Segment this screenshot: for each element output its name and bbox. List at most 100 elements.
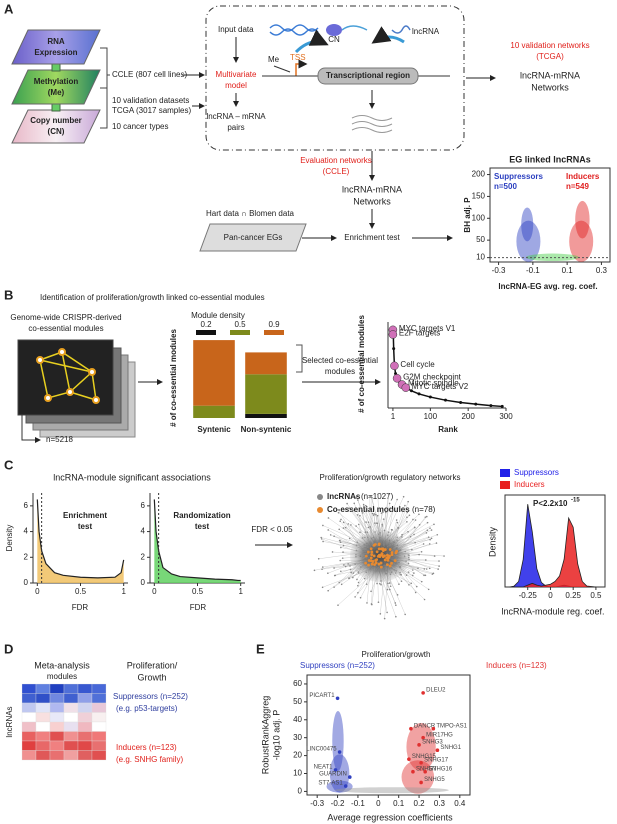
panel-label: D xyxy=(4,641,13,656)
point-cloud xyxy=(334,787,449,794)
network-node xyxy=(371,512,374,515)
point-label: LINC00475 xyxy=(306,747,337,753)
network-node xyxy=(411,574,414,577)
network-node xyxy=(348,507,350,510)
point-cloud xyxy=(401,760,435,794)
model-text: Input data xyxy=(218,25,254,34)
network-node xyxy=(406,521,408,523)
evaluation-text: Evaluation networks xyxy=(300,156,372,165)
source-text: 10 validation datasets xyxy=(112,96,189,105)
network-node xyxy=(428,567,431,570)
density-area xyxy=(509,504,596,588)
transcripts xyxy=(351,115,393,133)
point-cloud xyxy=(569,220,594,262)
network-node xyxy=(385,556,389,560)
heatmap-cell xyxy=(35,683,51,694)
network-node xyxy=(426,529,429,532)
network-node xyxy=(333,567,335,569)
network-node xyxy=(367,563,370,567)
heatmap-cell xyxy=(21,683,37,694)
eg-box xyxy=(199,223,307,252)
p-value-exponent: -15 xyxy=(571,498,580,504)
legend-label: n=549 xyxy=(566,182,589,191)
n-label: n=5218 xyxy=(46,435,73,444)
panel-d: D Meta-analysis modules Proliferation/ G… xyxy=(4,641,188,764)
network-node xyxy=(340,518,342,521)
point-label: SNHG3 xyxy=(422,739,443,745)
y-tick-label: 2 xyxy=(24,552,29,561)
network-node xyxy=(342,521,345,524)
network-node xyxy=(342,527,345,529)
y-tick-label: 50 xyxy=(293,697,302,706)
point xyxy=(474,402,478,406)
point xyxy=(459,401,463,405)
network-node xyxy=(343,564,345,566)
network-node xyxy=(377,601,380,604)
x-axis-label: FDR xyxy=(72,603,89,612)
layer-label: Copy number xyxy=(30,116,82,125)
point xyxy=(489,404,493,408)
network-node xyxy=(327,589,329,592)
y-tick-label: 2 xyxy=(141,552,146,561)
network-node xyxy=(369,556,373,560)
point xyxy=(337,750,342,754)
x-tick-label: -0.25 xyxy=(519,591,538,600)
x-tick-label: 0.4 xyxy=(454,799,466,808)
heatmap-title: Meta-analysis xyxy=(34,660,90,670)
legend-label: 0.5 xyxy=(234,320,246,329)
network-node xyxy=(359,531,361,534)
network-node xyxy=(370,590,372,593)
x-tick-label: 100 xyxy=(424,412,438,421)
filter-text: FDR < 0.05 xyxy=(251,525,293,534)
point xyxy=(333,768,338,772)
x-tick-label: 0.25 xyxy=(565,591,581,600)
x-tick-label: 0 xyxy=(548,591,553,600)
network-node xyxy=(377,542,381,546)
network-node xyxy=(379,582,381,585)
network-node xyxy=(359,514,361,517)
network-node xyxy=(388,548,392,551)
point-label: DANCR xyxy=(414,723,436,729)
network-node xyxy=(429,538,431,541)
network-node xyxy=(322,540,324,543)
network-node xyxy=(390,553,394,557)
x-tick-label: -0.3 xyxy=(310,799,324,808)
network-node xyxy=(402,495,405,498)
highlight-label: E2F targets xyxy=(399,329,440,338)
point-label: SNHG7 xyxy=(416,766,437,772)
x-tick-label: 0.5 xyxy=(192,587,204,596)
dna xyxy=(269,24,319,36)
x-tick-label: 0 xyxy=(376,799,381,808)
legend-label: lncRNAs xyxy=(327,492,361,501)
network-node xyxy=(425,532,428,534)
network-node xyxy=(435,542,438,544)
network-node xyxy=(334,574,337,577)
network-node xyxy=(424,516,427,518)
x-tick-label: Non-syntenic xyxy=(241,425,292,434)
network-node xyxy=(357,499,359,501)
network-node xyxy=(370,550,374,554)
network-node xyxy=(370,495,372,498)
plot-frame xyxy=(489,167,611,263)
network-node xyxy=(339,520,341,523)
y-tick-label: 200 xyxy=(472,170,486,179)
heatmap-cell xyxy=(77,683,93,694)
y-axis-label: -log10 adj. P xyxy=(271,710,281,761)
network-node xyxy=(340,570,342,573)
network-node xyxy=(414,519,417,521)
network-node xyxy=(379,565,383,569)
network-node xyxy=(357,584,359,587)
network-node xyxy=(400,580,403,583)
p-value: P<2.2x10 xyxy=(533,499,568,508)
network-node xyxy=(337,604,339,606)
density-line xyxy=(153,499,241,582)
eg-text: Hart data ∩ Blomen data xyxy=(206,209,295,218)
network-node xyxy=(436,533,439,536)
network-node xyxy=(378,554,382,558)
highlight-point xyxy=(390,361,399,371)
panel-a: A RNA Expression Methylation (Me) Copy n… xyxy=(4,1,600,291)
y-tick-label: 40 xyxy=(293,715,302,724)
network-node xyxy=(377,562,381,566)
source-text: 10 cancer types xyxy=(112,122,168,131)
heatmap-cell xyxy=(49,750,65,761)
